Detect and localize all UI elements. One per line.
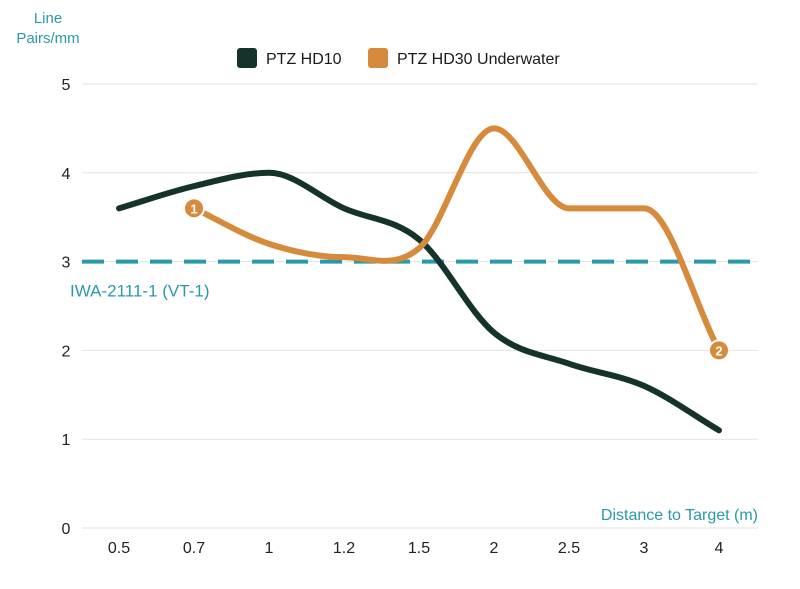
y-tick-label: 1 (62, 432, 71, 449)
x-axis-label: Distance to Target (m) (601, 507, 758, 524)
legend: PTZ HD10 PTZ HD30 Underwater (237, 48, 560, 68)
y-tick-label: 2 (62, 343, 71, 360)
legend-swatch-ptz-hd30-underwater (368, 48, 388, 68)
y-tick-label: 4 (62, 166, 71, 183)
y-axis-label-line2: Pairs/mm (16, 30, 79, 47)
tick-labels: 0 1 2 3 4 5 0.5 0.7 1 1.2 1.5 2 2.5 3 4 (62, 77, 724, 557)
x-tick-label: 2 (490, 540, 499, 557)
series-line-ptz-hd30-underwater (191, 125, 722, 354)
series-line-ptz-hd10 (116, 169, 722, 434)
legend-swatch-ptz-hd10 (237, 48, 257, 68)
series-layer (116, 125, 722, 434)
grid (82, 83, 758, 529)
x-tick-label: 1 (265, 540, 274, 557)
legend-label-ptz-hd30-underwater: PTZ HD30 Underwater (397, 51, 560, 68)
marker-label: 1 (190, 201, 197, 216)
legend-label-ptz-hd10: PTZ HD10 (266, 51, 342, 68)
y-tick-label: 3 (62, 255, 71, 272)
x-tick-label: 0.7 (183, 540, 205, 557)
x-tick-label: 1.5 (408, 540, 430, 557)
reference-line-label: IWA-2111-1 (VT-1) (70, 282, 210, 301)
reference-layer: IWA-2111-1 (VT-1) (70, 259, 758, 301)
x-tick-label: 2.5 (558, 540, 580, 557)
marker-circle (708, 339, 730, 362)
marker-label: 2 (715, 343, 722, 358)
x-tick-label: 4 (715, 540, 724, 557)
x-tick-label: 3 (640, 540, 649, 557)
y-tick-label: 0 (62, 521, 71, 538)
marker-circle (183, 197, 205, 220)
y-axis-label-line1: Line (34, 10, 62, 27)
x-tick-label: 0.5 (108, 540, 130, 557)
x-tick-label: 1.2 (333, 540, 355, 557)
y-tick-label: 5 (62, 77, 71, 94)
marker-layer: 12 (183, 197, 730, 362)
